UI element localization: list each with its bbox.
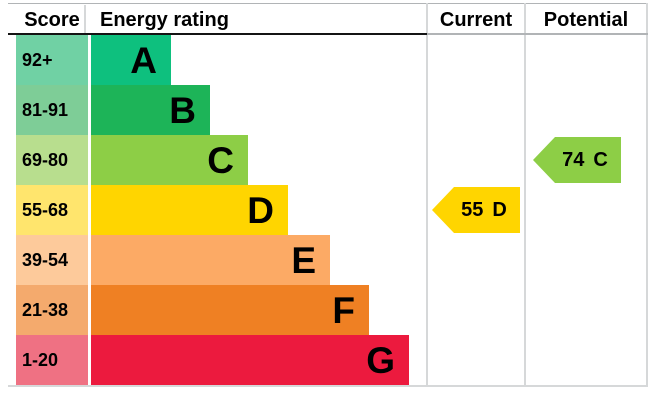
current-column-divider bbox=[426, 3, 428, 387]
score-range-label: 55-68 bbox=[22, 199, 69, 220]
score-cell-f: 21-38 bbox=[16, 285, 88, 335]
header-underline-right bbox=[427, 33, 648, 35]
energy-rating-column-header: Energy rating bbox=[100, 9, 229, 31]
score-cell-d: 55-68 bbox=[16, 185, 88, 235]
bottom-border-line bbox=[8, 385, 648, 387]
potential-rating-arrow: 74 C bbox=[533, 137, 621, 183]
epc-bar-g: G bbox=[91, 335, 409, 385]
potential-band-letter: C bbox=[593, 148, 608, 171]
score-range-label: 1-20 bbox=[22, 349, 59, 370]
band-letter: E bbox=[291, 239, 316, 281]
epc-band-row-b: 81-91 B bbox=[16, 85, 409, 135]
header-underline bbox=[8, 33, 427, 35]
epc-bar-d: D bbox=[91, 185, 288, 235]
band-letter: C bbox=[207, 139, 234, 181]
band-letter: G bbox=[366, 339, 395, 381]
score-range-label: 21-38 bbox=[22, 299, 69, 320]
band-letter: B bbox=[169, 89, 196, 131]
epc-band-row-a: 92+ A bbox=[16, 35, 409, 85]
potential-score-value: 74 bbox=[562, 148, 585, 171]
band-letter: A bbox=[130, 39, 157, 81]
potential-column-header: Potential bbox=[543, 9, 629, 31]
score-column-header: Score bbox=[24, 9, 80, 31]
top-border-line bbox=[8, 3, 648, 4]
epc-bar-c: C bbox=[91, 135, 248, 185]
score-range-label: 39-54 bbox=[22, 249, 69, 270]
epc-bar-f: F bbox=[91, 285, 369, 335]
potential-column-divider bbox=[524, 3, 526, 387]
score-cell-g: 1-20 bbox=[16, 335, 88, 385]
epc-band-row-e: 39-54 E bbox=[16, 235, 409, 285]
epc-bar-e: E bbox=[91, 235, 330, 285]
current-rating-arrow: 55 D bbox=[432, 187, 520, 233]
epc-band-rows: 92+ A 81-91 B 69-80 C 55-68 bbox=[16, 35, 409, 385]
score-column-divider bbox=[84, 5, 86, 33]
score-range-label: 92+ bbox=[22, 49, 53, 70]
current-band-letter: D bbox=[492, 198, 507, 221]
score-range-label: 69-80 bbox=[22, 149, 69, 170]
band-letter: F bbox=[332, 289, 355, 331]
epc-band-row-c: 69-80 C bbox=[16, 135, 409, 185]
score-cell-e: 39-54 bbox=[16, 235, 88, 285]
score-cell-a: 92+ bbox=[16, 35, 88, 85]
current-column-header: Current bbox=[439, 9, 513, 31]
epc-band-row-g: 1-20 G bbox=[16, 335, 409, 385]
current-score-value: 55 bbox=[461, 198, 484, 221]
score-range-label: 81-91 bbox=[22, 99, 69, 120]
epc-band-row-d: 55-68 D bbox=[16, 185, 409, 235]
score-cell-c: 69-80 bbox=[16, 135, 88, 185]
epc-bar-b: B bbox=[91, 85, 210, 135]
epc-bar-a: A bbox=[91, 35, 171, 85]
score-cell-b: 81-91 bbox=[16, 85, 88, 135]
band-letter: D bbox=[247, 189, 274, 231]
right-border-line bbox=[646, 3, 648, 387]
epc-band-row-f: 21-38 F bbox=[16, 285, 409, 335]
